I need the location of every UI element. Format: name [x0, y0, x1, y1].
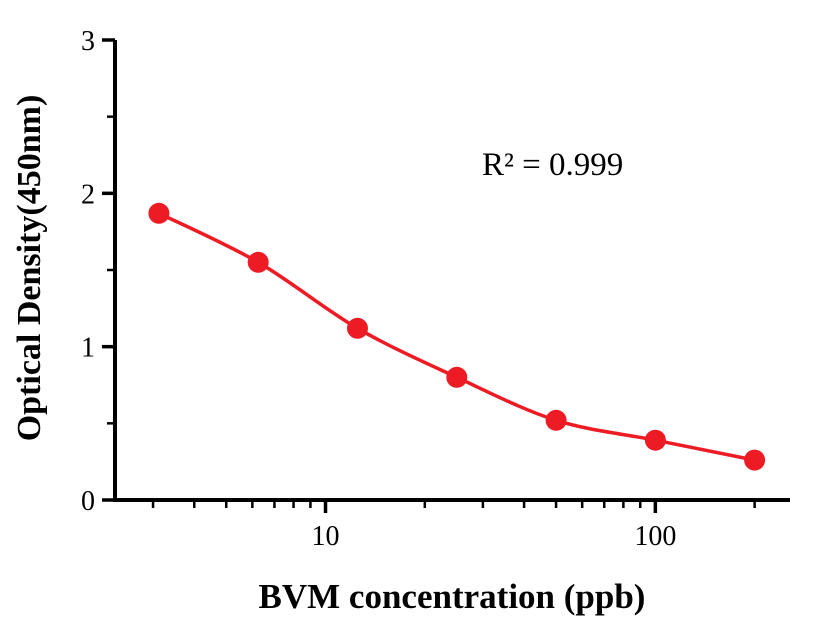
x-axis-title: BVM concentration (ppb)	[258, 577, 646, 616]
y-tick-label: 0	[81, 486, 95, 517]
fit-curve	[157, 211, 757, 462]
data-point	[446, 366, 468, 388]
r-squared-annotation: R² = 0.999	[482, 147, 624, 183]
data-point	[545, 409, 567, 431]
x-tick-label: 10	[312, 521, 340, 552]
y-tick-label: 3	[81, 26, 95, 57]
data-point	[247, 251, 269, 273]
data-point	[347, 317, 368, 339]
data-point	[644, 429, 666, 451]
y-tick-label: 2	[81, 179, 95, 210]
data-point	[744, 449, 766, 471]
x-tick-label: 100	[634, 521, 676, 552]
y-axis-title: Optical Density(450nm)	[11, 94, 48, 442]
y-tick-label: 1	[81, 333, 95, 364]
data-point	[148, 202, 170, 224]
